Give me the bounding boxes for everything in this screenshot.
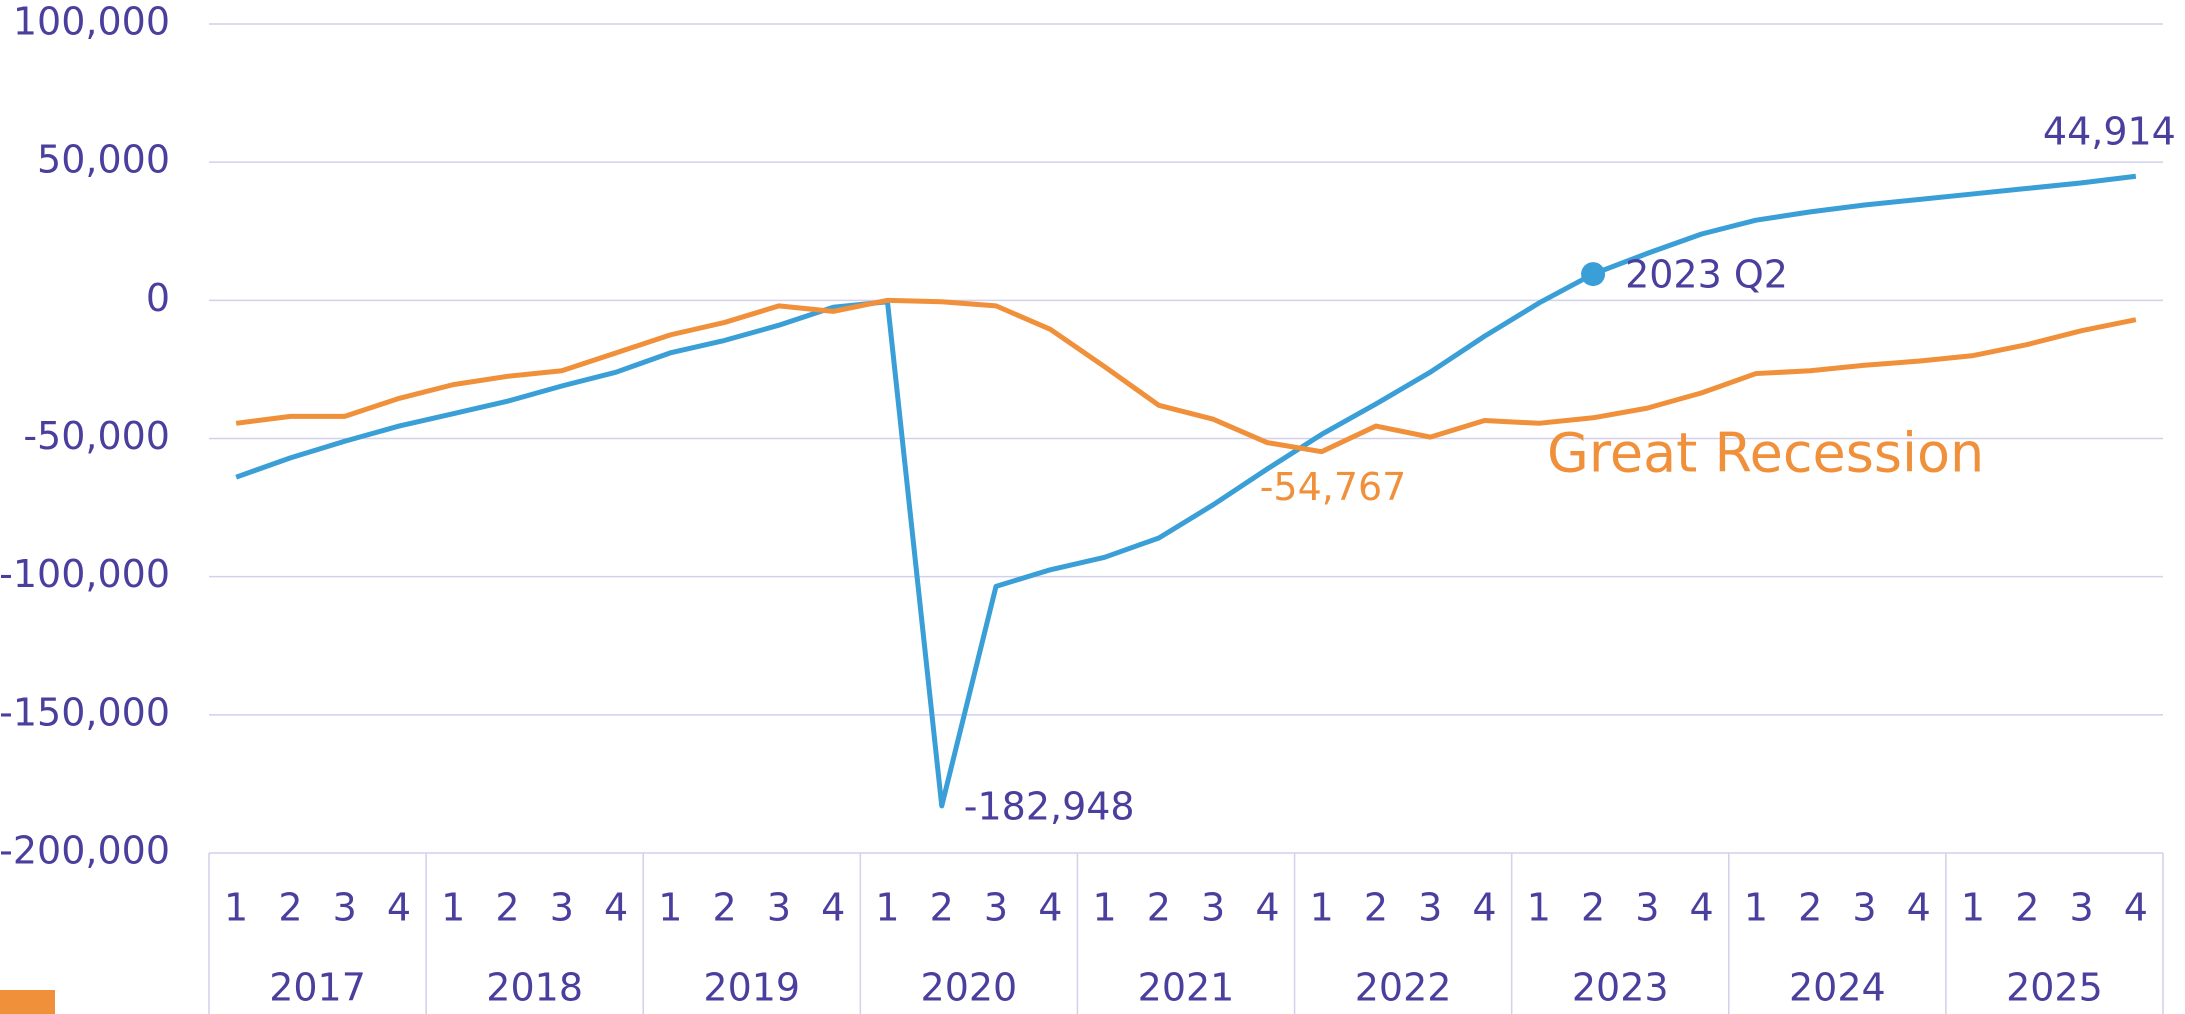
x-tick-label: 3 — [1201, 886, 1225, 930]
group-label: 2018 — [486, 966, 583, 1010]
x-tick-label: 3 — [1418, 886, 1442, 930]
y-tick-label: -50,000 — [23, 414, 170, 458]
x-tick-label: 1 — [1961, 886, 1985, 930]
group-label: 2024 — [1789, 966, 1886, 1010]
chart: -200,000 -150,000 -100,000 -50,000 0 50,000 10… — [0, 0, 2185, 1014]
x-tick-label: 4 — [1472, 886, 1496, 930]
data-label: -182,948 — [964, 784, 1135, 828]
y-tick-label: -150,000 — [0, 690, 170, 734]
x-tick-label: 2 — [1147, 886, 1171, 930]
x-tick-label: 1 — [1092, 886, 1116, 930]
group-label: 2020 — [921, 966, 1018, 1010]
x-tick-label: 1 — [1310, 886, 1334, 930]
x-tick-label: 1 — [1527, 886, 1551, 930]
x-tick-label: 3 — [333, 886, 357, 930]
y-tick-label: -100,000 — [0, 552, 170, 596]
data-label: -54,767 — [1260, 465, 1407, 509]
corner-logo — [0, 990, 55, 1014]
x-tick-label: 2 — [1364, 886, 1388, 930]
group-label: 2023 — [1572, 966, 1669, 1010]
x-tick-label: 3 — [1852, 886, 1876, 930]
x-tick-label: 1 — [875, 886, 899, 930]
highlight-point — [1581, 262, 1605, 286]
x-tick-label: 2 — [278, 886, 302, 930]
group-label: 2022 — [1355, 966, 1452, 1010]
highlight-label: 2023 Q2 — [1625, 253, 1788, 297]
x-tick-label: 4 — [821, 886, 845, 930]
x-tick-label: 1 — [224, 886, 248, 930]
y-tick-label: 0 — [146, 276, 170, 320]
series-line — [236, 176, 2136, 806]
group-label: 2019 — [703, 966, 800, 1010]
x-tick-label: 4 — [1038, 886, 1062, 930]
y-tick-label: 50,000 — [37, 138, 170, 182]
x-tick-label: 2 — [713, 886, 737, 930]
x-tick-label: 3 — [984, 886, 1008, 930]
x-tick-label: 2 — [1798, 886, 1822, 930]
x-tick-label: 1 — [658, 886, 682, 930]
x-tick-label: 4 — [2124, 886, 2148, 930]
x-tick-label: 4 — [387, 886, 411, 930]
x-tick-label: 3 — [1635, 886, 1659, 930]
x-tick-label: 3 — [2069, 886, 2093, 930]
x-tick-label: 4 — [604, 886, 628, 930]
x-tick-label: 4 — [1907, 886, 1931, 930]
x-tick-label: 3 — [550, 886, 574, 930]
x-tick-label: 1 — [1744, 886, 1768, 930]
group-label: 2021 — [1138, 966, 1235, 1010]
group-label: 2017 — [269, 966, 366, 1010]
x-tick-label: 2 — [2015, 886, 2039, 930]
group-label: 2025 — [2006, 966, 2103, 1010]
y-tick-label: -200,000 — [0, 829, 170, 873]
series-label: Great Recession — [1547, 422, 1984, 485]
x-tick-label: 1 — [441, 886, 465, 930]
x-tick-label: 2 — [930, 886, 954, 930]
x-tick-label: 3 — [767, 886, 791, 930]
x-tick-label: 4 — [1255, 886, 1279, 930]
x-tick-label: 4 — [1690, 886, 1714, 930]
x-tick-label: 2 — [1581, 886, 1605, 930]
data-label: 44,914 — [2043, 110, 2176, 154]
y-tick-label: 100,000 — [13, 0, 170, 44]
x-tick-label: 2 — [495, 886, 519, 930]
